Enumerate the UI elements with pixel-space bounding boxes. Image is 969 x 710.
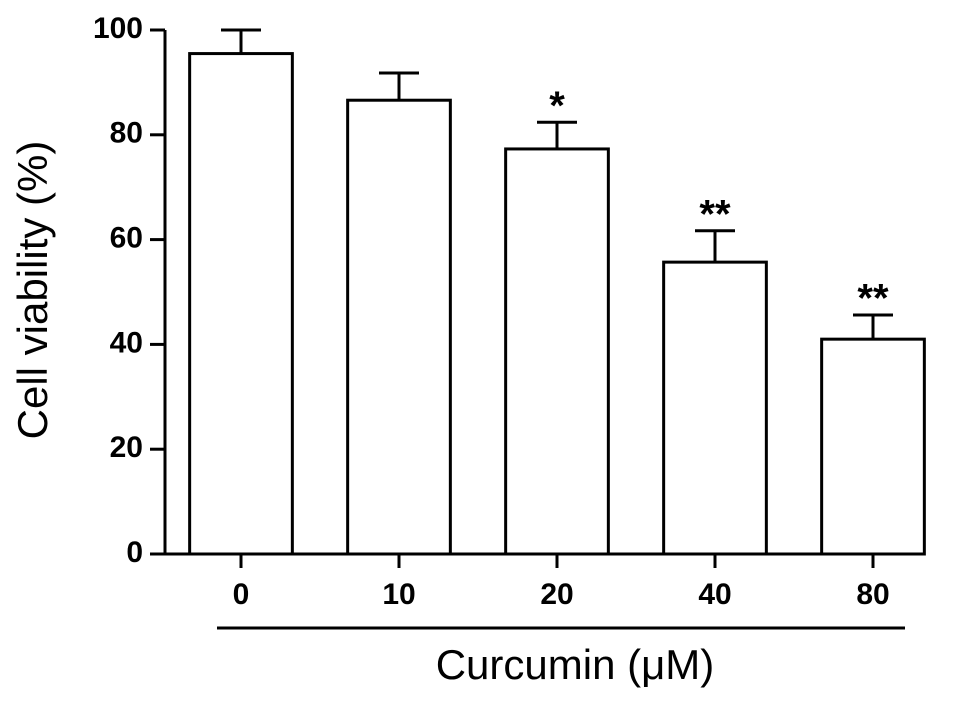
- bar: [504, 147, 610, 556]
- significance-label: **: [699, 192, 731, 236]
- y-tick-label: 40: [110, 326, 143, 359]
- y-tick-label: 100: [93, 12, 143, 45]
- bar: [820, 337, 926, 556]
- y-tick-label: 60: [110, 222, 143, 255]
- bar: [346, 98, 452, 556]
- bar: [188, 52, 294, 556]
- significance-label: **: [857, 277, 889, 321]
- y-tick-label: 80: [110, 117, 143, 150]
- bar: [662, 260, 768, 556]
- x-tick-label: 20: [540, 578, 573, 611]
- y-axis-title: Cell viability (%): [9, 141, 56, 440]
- x-tick-label: 40: [698, 578, 731, 611]
- y-tick-label: 20: [110, 431, 143, 464]
- x-tick-label: 80: [856, 578, 889, 611]
- y-tick-label: 0: [126, 536, 143, 569]
- significance-label: *: [549, 84, 565, 128]
- x-tick-label: 10: [382, 578, 415, 611]
- x-tick-label: 0: [233, 578, 250, 611]
- x-axis-title: Curcumin (μM): [436, 641, 715, 688]
